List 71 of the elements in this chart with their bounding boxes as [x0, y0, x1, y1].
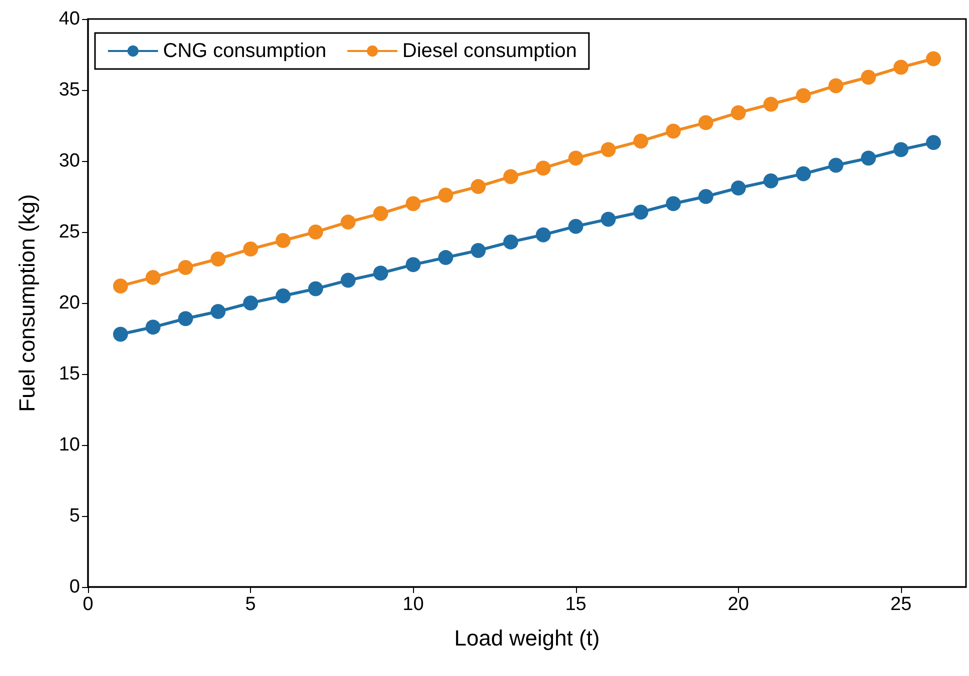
- point: [438, 188, 454, 203]
- point: [243, 296, 258, 310]
- point: [308, 224, 324, 240]
- point: [340, 272, 356, 288]
- y-tick-label: 20: [58, 292, 80, 314]
- point: [276, 233, 291, 248]
- point: [633, 134, 648, 149]
- x-tick-label: 20: [728, 594, 749, 615]
- point: [146, 320, 161, 335]
- y-tick-label: 5: [69, 506, 80, 526]
- point: [763, 96, 778, 112]
- x-tick-label: 0: [82, 594, 94, 615]
- y-tick-label: 35: [58, 80, 80, 100]
- point: [406, 257, 421, 272]
- point: [796, 88, 811, 104]
- point: [926, 51, 941, 66]
- point: [210, 251, 226, 266]
- y-tick-label: 40: [58, 8, 80, 30]
- point: [600, 212, 616, 227]
- point: [243, 242, 258, 257]
- point: [730, 180, 746, 196]
- point: [893, 142, 908, 158]
- y-tick-label: 15: [58, 364, 80, 384]
- point: [893, 60, 908, 75]
- y-tick-label: 10: [58, 434, 80, 456]
- point: [178, 311, 194, 326]
- y-tick-label: 30: [58, 150, 80, 172]
- point: [666, 124, 681, 139]
- x-tick-label: 15: [565, 594, 586, 615]
- point: [536, 227, 551, 242]
- point: [210, 304, 226, 320]
- y-axis-title: Fuel consumption (kg): [14, 194, 40, 412]
- point: [503, 234, 518, 250]
- point: [373, 206, 388, 222]
- point: [828, 158, 844, 173]
- x-tick-label: 10: [402, 594, 424, 615]
- point: [568, 150, 584, 166]
- point: [763, 173, 778, 188]
- point: [308, 281, 324, 296]
- legend-label: CNG consumption: [163, 40, 326, 62]
- point: [178, 260, 194, 275]
- point: [536, 160, 551, 176]
- y-tick-label: 0: [69, 576, 80, 598]
- point: [406, 196, 421, 212]
- point: [276, 288, 291, 304]
- point: [860, 150, 876, 166]
- point: [796, 166, 811, 182]
- point: [340, 214, 356, 230]
- point: [828, 78, 844, 94]
- point: [113, 278, 128, 294]
- x-tick-label: 25: [890, 594, 912, 615]
- point: [470, 179, 486, 194]
- point: [666, 196, 681, 212]
- y-tick-label: 25: [58, 222, 80, 242]
- point: [698, 189, 714, 204]
- point: [926, 135, 941, 150]
- point: [698, 115, 714, 130]
- point: [146, 270, 161, 285]
- point: [600, 142, 616, 158]
- point: [568, 218, 584, 234]
- x-tick-label: 5: [245, 594, 256, 615]
- point: [113, 326, 128, 342]
- point: [730, 105, 746, 120]
- point: [503, 169, 518, 184]
- x-axis-title: Load weight (t): [454, 626, 600, 650]
- legend-label: Diesel consumption: [402, 40, 577, 62]
- point: [470, 242, 486, 258]
- point: [860, 70, 876, 85]
- point: [633, 204, 648, 220]
- point: [373, 266, 388, 281]
- point: [438, 250, 454, 266]
